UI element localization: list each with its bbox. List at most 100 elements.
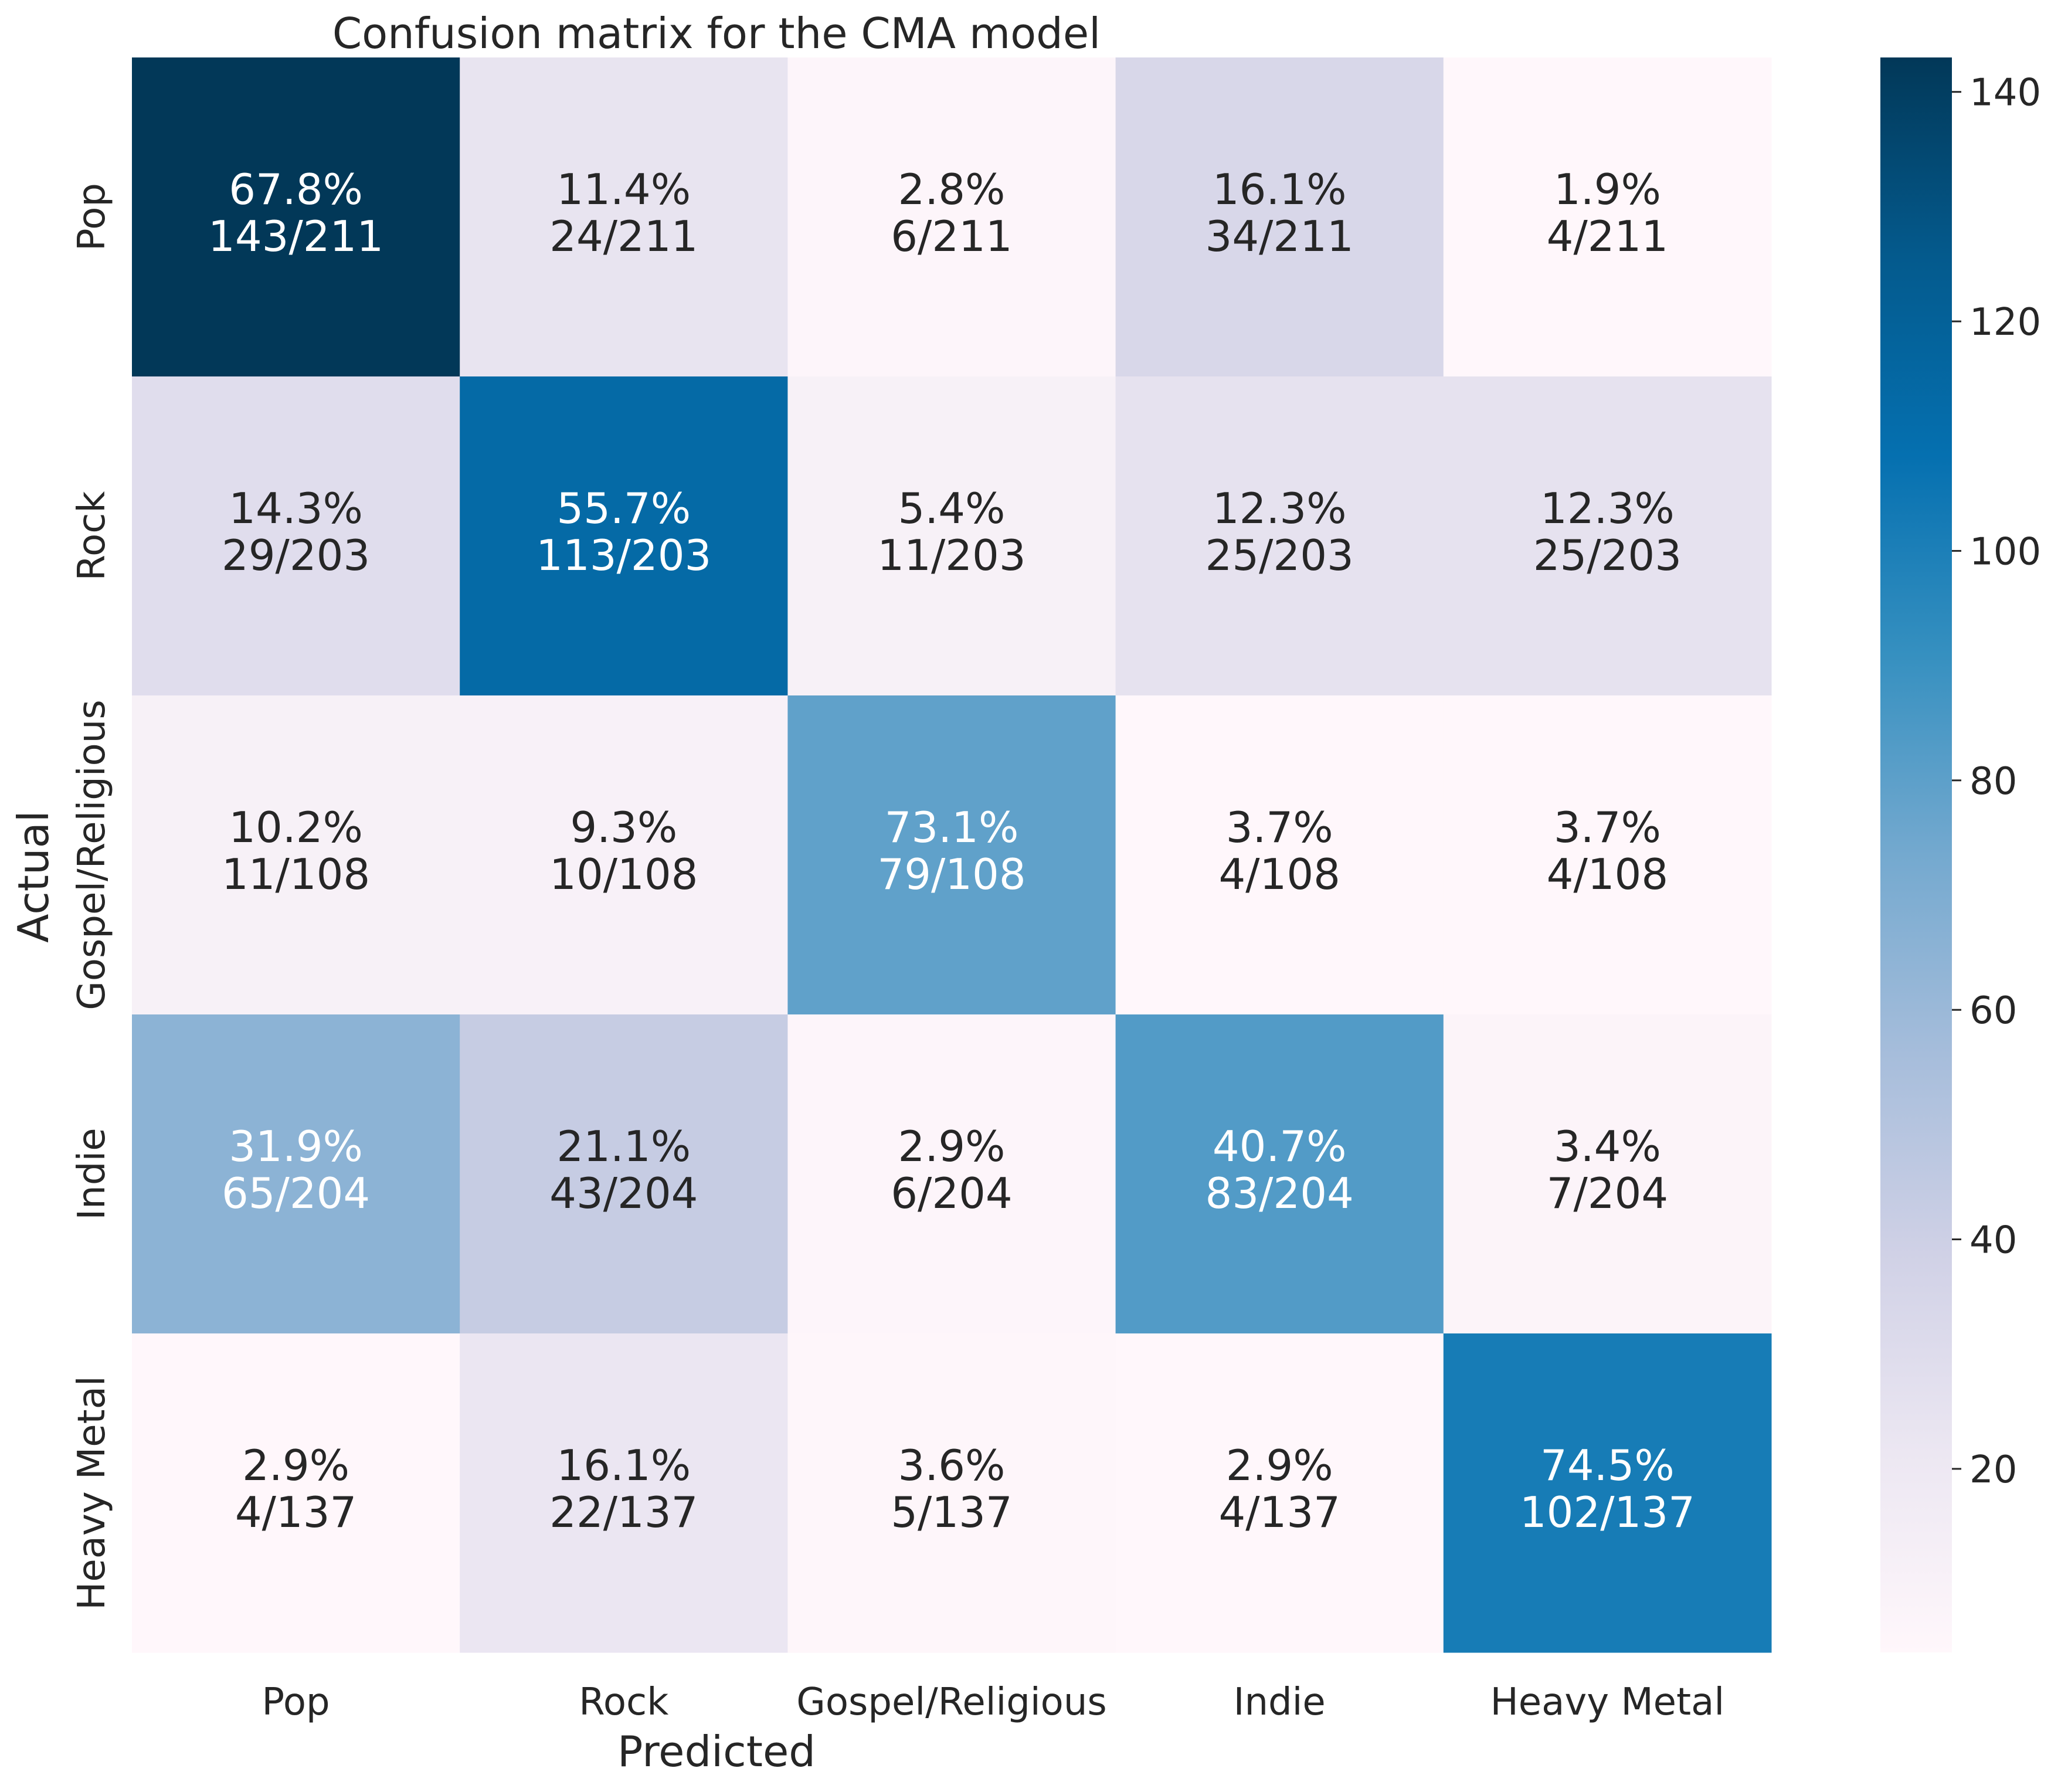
heatmap-cell	[132, 1333, 460, 1653]
cell-percent-label: 40.7%	[1213, 1122, 1347, 1171]
cell-count-label: 25/203	[1206, 531, 1354, 580]
x-tick-label: Heavy Metal	[1490, 1681, 1725, 1724]
heatmap-cell	[1115, 695, 1444, 1015]
heatmap-cell	[1115, 1333, 1444, 1653]
cell-percent-label: 10.2%	[229, 803, 363, 852]
cell-percent-label: 1.9%	[1554, 165, 1661, 214]
cell-percent-label: 2.9%	[1226, 1441, 1333, 1490]
cell-percent-label: 67.8%	[229, 165, 363, 214]
y-tick-label: Indie	[70, 1128, 114, 1220]
heatmap-cell	[1443, 1014, 1772, 1334]
cell-count-label: 79/108	[877, 850, 1025, 899]
colorbar	[1880, 57, 1952, 1652]
heatmap-cell	[460, 376, 788, 696]
cell-count-label: 29/203	[222, 531, 370, 580]
cell-percent-label: 3.4%	[1554, 1122, 1661, 1171]
cell-count-label: 22/137	[549, 1488, 698, 1537]
cell-percent-label: 73.1%	[885, 803, 1019, 852]
colorbar-tick-label: 20	[1969, 1448, 2017, 1492]
colorbar-tick-label: 40	[1969, 1219, 2017, 1262]
colorbar-tick-label: 60	[1969, 989, 2017, 1033]
cell-percent-label: 14.3%	[229, 484, 363, 533]
heatmap-cell	[132, 1014, 460, 1334]
cell-count-label: 143/211	[208, 212, 383, 261]
cell-count-label: 4/137	[235, 1488, 357, 1537]
x-tick-label: Rock	[579, 1681, 668, 1724]
cell-count-label: 34/211	[1206, 212, 1354, 261]
y-tick-labels: Pop Rock Gospel/Religious Indie Heavy Metal	[70, 183, 114, 1610]
heatmap-cells: 67.8%143/21111.4%24/2112.8%6/21116.1%34/…	[132, 57, 1772, 1653]
cell-percent-label: 74.5%	[1540, 1441, 1675, 1490]
cell-count-label: 113/203	[536, 531, 711, 580]
cell-count-label: 25/203	[1533, 531, 1682, 580]
cell-percent-label: 16.1%	[1213, 165, 1347, 214]
cell-percent-label: 3.7%	[1554, 803, 1661, 852]
cell-count-label: 6/204	[891, 1169, 1013, 1218]
x-axis-title: Predicted	[617, 1727, 816, 1776]
x-tick-label: Pop	[262, 1681, 330, 1724]
cell-count-label: 24/211	[549, 212, 698, 261]
cell-count-label: 4/137	[1218, 1488, 1340, 1537]
heatmap-cell	[1115, 57, 1444, 377]
heatmap-cell	[460, 57, 788, 377]
heatmap-cell	[460, 695, 788, 1015]
cell-percent-label: 2.8%	[898, 165, 1006, 214]
x-tick-label: Gospel/Religious	[796, 1681, 1106, 1724]
cell-percent-label: 2.9%	[242, 1441, 349, 1490]
chart-title: Confusion matrix for the CMA model	[332, 9, 1101, 58]
cell-percent-label: 55.7%	[556, 484, 691, 533]
cell-count-label: 65/204	[222, 1169, 370, 1218]
heatmap-cell	[1443, 376, 1772, 696]
x-tick-label: Indie	[1234, 1681, 1326, 1724]
heatmap-cell	[1115, 1014, 1444, 1334]
cell-percent-label: 5.4%	[898, 484, 1006, 533]
cell-count-label: 11/108	[222, 850, 370, 899]
cell-percent-label: 3.7%	[1226, 803, 1333, 852]
cell-percent-label: 31.9%	[229, 1122, 363, 1171]
colorbar-tick-label: 100	[1969, 530, 2041, 573]
colorbar-ticks: 20 40 60 80 100 120 140	[1952, 72, 2041, 1492]
cell-count-label: 83/204	[1206, 1169, 1354, 1218]
heatmap-cell	[132, 57, 460, 377]
colorbar-tick-label: 120	[1969, 301, 2041, 344]
heatmap-cell	[1443, 695, 1772, 1015]
cell-percent-label: 2.9%	[898, 1122, 1006, 1171]
heatmap-cell	[1443, 57, 1772, 377]
heatmap-cell	[787, 695, 1116, 1015]
cell-percent-label: 11.4%	[556, 165, 691, 214]
y-tick-label: Pop	[70, 183, 114, 251]
cell-percent-label: 16.1%	[556, 1441, 691, 1490]
cell-count-label: 43/204	[549, 1169, 698, 1218]
cell-count-label: 102/137	[1520, 1488, 1695, 1537]
y-tick-label: Heavy Metal	[70, 1376, 114, 1610]
cell-percent-label: 21.1%	[556, 1122, 691, 1171]
cell-percent-label: 3.6%	[898, 1441, 1006, 1490]
cell-percent-label: 12.3%	[1213, 484, 1347, 533]
cell-count-label: 4/108	[1218, 850, 1340, 899]
cell-count-label: 4/108	[1547, 850, 1669, 899]
y-axis-title: Actual	[9, 810, 58, 943]
heatmap-cell	[1115, 376, 1444, 696]
heatmap-cell	[460, 1333, 788, 1653]
y-tick-label: Gospel/Religious	[70, 700, 114, 1010]
heatmap-cell	[132, 376, 460, 696]
cell-count-label: 5/137	[891, 1488, 1013, 1537]
x-tick-labels: Pop Rock Gospel/Religious Indie Heavy Metal	[262, 1681, 1725, 1724]
cell-count-label: 6/211	[891, 212, 1013, 261]
heatmap-cell	[787, 1014, 1116, 1334]
cell-count-label: 7/204	[1547, 1169, 1669, 1218]
cell-percent-label: 12.3%	[1540, 484, 1675, 533]
cell-percent-label: 9.3%	[570, 803, 677, 852]
heatmap-cell	[787, 1333, 1116, 1653]
heatmap-cell	[787, 57, 1116, 377]
heatmap-cell	[460, 1014, 788, 1334]
heatmap-cell	[132, 695, 460, 1015]
cell-count-label: 11/203	[877, 531, 1025, 580]
cell-count-label: 4/211	[1547, 212, 1669, 261]
y-tick-label: Rock	[70, 491, 114, 581]
colorbar-tick-label: 140	[1969, 72, 2041, 115]
cell-count-label: 10/108	[549, 850, 698, 899]
heatmap-cell	[1443, 1333, 1772, 1653]
heatmap-cell	[787, 376, 1116, 696]
